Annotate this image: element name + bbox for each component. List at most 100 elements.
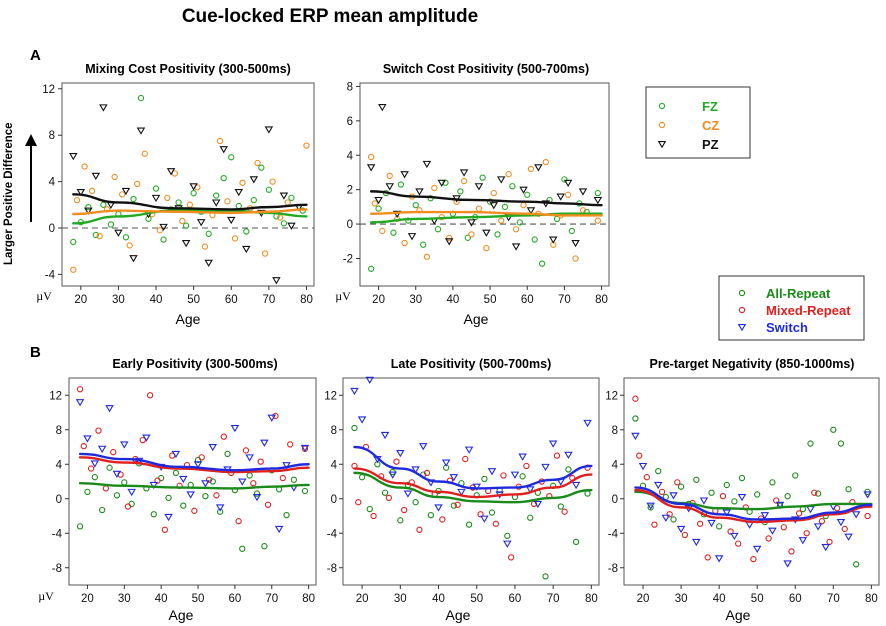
chart-4-point: [357, 416, 367, 424]
chart-1: Mixing Cost Positivity (300-500ms)20 30 40…: [36, 62, 315, 327]
chart-2-x-tick-label: 60: [521, 294, 534, 306]
chart-2-point: [375, 205, 382, 212]
chart-1-point: [114, 229, 123, 237]
chart-3-point: [180, 502, 187, 509]
legend-marker-pz: [657, 140, 667, 149]
chart-5-point: [631, 432, 640, 441]
chart-3-point: [220, 433, 227, 440]
chart-5-y-tick-label: 12: [605, 390, 618, 402]
chart-2-point: [494, 231, 501, 238]
chart-3-point: [106, 464, 113, 471]
chart-1-point: [272, 277, 281, 285]
chart-4-point: [571, 481, 581, 490]
chart-2-point: [482, 229, 491, 237]
chart-2-fit-line-fz: [369, 212, 603, 224]
chart-5-point: [769, 479, 776, 486]
chart-3-point: [301, 487, 309, 495]
chart-5-point: [727, 528, 734, 535]
chart-5-point: [754, 491, 761, 498]
chart-3-point: [161, 526, 169, 533]
chart-4-y-tick-label: -4: [327, 528, 338, 540]
chart-3-point: [112, 470, 122, 478]
chart-5-point: [704, 554, 711, 561]
chart-5-y-tick-label: -8: [608, 563, 618, 575]
chart-2-point: [594, 217, 602, 224]
chart-2-point: [490, 189, 497, 197]
chart-4-point: [488, 509, 496, 516]
chart-1-x-tick-label: 60: [225, 294, 238, 306]
chart-4-point: [481, 475, 488, 483]
chart-2-point: [556, 193, 565, 201]
chart-2-point: [486, 198, 494, 205]
chart-5-point: [798, 537, 808, 545]
chart-1-fit-line-pz: [72, 193, 308, 211]
chart-5-series-switch: [631, 432, 872, 568]
chart-2-unit-label: µV: [335, 289, 351, 303]
chart-1-point: [213, 192, 220, 199]
chart-3-point: [84, 488, 91, 495]
chart-5-point: [708, 489, 715, 496]
chart-4-point: [457, 488, 466, 497]
chart-2-point: [446, 234, 453, 241]
chart-4-point: [385, 494, 393, 502]
legend-label-all-repeat: All-Repeat: [766, 286, 831, 301]
chart-2-point: [474, 183, 484, 191]
chart-4-point: [507, 554, 515, 561]
chart-3-x-tick-label: 50: [192, 593, 205, 605]
chart-1-fit-line-fz: [72, 209, 308, 225]
chart-3-point: [124, 503, 132, 510]
chart-2-point: [542, 158, 549, 166]
chart-3-point: [264, 501, 272, 508]
chart-1-point: [242, 245, 251, 254]
chart-5-point: [863, 491, 872, 499]
chart-1-point: [166, 168, 176, 176]
chart-3-point: [146, 392, 154, 399]
chart-1-point: [265, 186, 273, 193]
chart-5-x-tick-label: 60: [789, 593, 802, 605]
chart-3-point: [209, 478, 216, 485]
chart-5-point: [692, 538, 701, 547]
chart-5-point: [830, 426, 837, 433]
chart-1-unit-label: µV: [36, 289, 52, 303]
chart-1-point: [288, 194, 295, 201]
legend-label-pz: PZ: [702, 137, 719, 152]
chart-2-point: [593, 196, 603, 205]
chart-4-point: [572, 538, 580, 546]
chart-2-point: [563, 179, 573, 187]
chart-3-x-axis-label: Age: [169, 607, 194, 623]
chart-3-series-all-repeat: [76, 450, 309, 552]
chart-3-point: [215, 504, 225, 512]
chart-5-title: Pre-target Negativity (850-1000ms): [650, 357, 855, 371]
chart-1-plot-frame: [61, 82, 315, 287]
chart-1-point: [287, 222, 296, 230]
chart-3-point: [202, 493, 209, 500]
chart-5-point: [853, 561, 860, 568]
chart-4-point: [583, 419, 592, 428]
chart-5-point: [750, 555, 757, 563]
chart-3-point: [198, 454, 205, 461]
legend-marker-cz: [658, 121, 666, 129]
chart-3-point: [216, 508, 224, 515]
chart-4-point: [480, 515, 489, 523]
chart-2-x-tick-label: 70: [558, 294, 571, 306]
chart-2-point: [561, 176, 568, 183]
chart-1-point: [250, 197, 257, 204]
chart-2-point: [412, 201, 419, 209]
chart-2-point: [397, 181, 405, 188]
chart-1-x-tick-label: 20: [74, 294, 87, 306]
chart-1-point: [84, 207, 93, 215]
chart-4-x-tick-label: 80: [585, 593, 598, 605]
chart-1-point: [91, 172, 101, 181]
chart-1-point: [151, 194, 161, 203]
chart-5-point: [722, 509, 732, 517]
chart-4-point: [557, 503, 564, 510]
chart-5-point: [735, 540, 742, 547]
chart-1-point: [96, 232, 103, 240]
chart-5-point: [738, 474, 746, 482]
chart-5-fit-line-mixed-repeat: [634, 488, 873, 524]
chart-1-point: [190, 190, 197, 197]
chart-1-point: [189, 183, 198, 191]
chart-3-point: [290, 476, 298, 483]
chart-2-point: [527, 165, 535, 173]
chart-2-point: [431, 184, 438, 192]
